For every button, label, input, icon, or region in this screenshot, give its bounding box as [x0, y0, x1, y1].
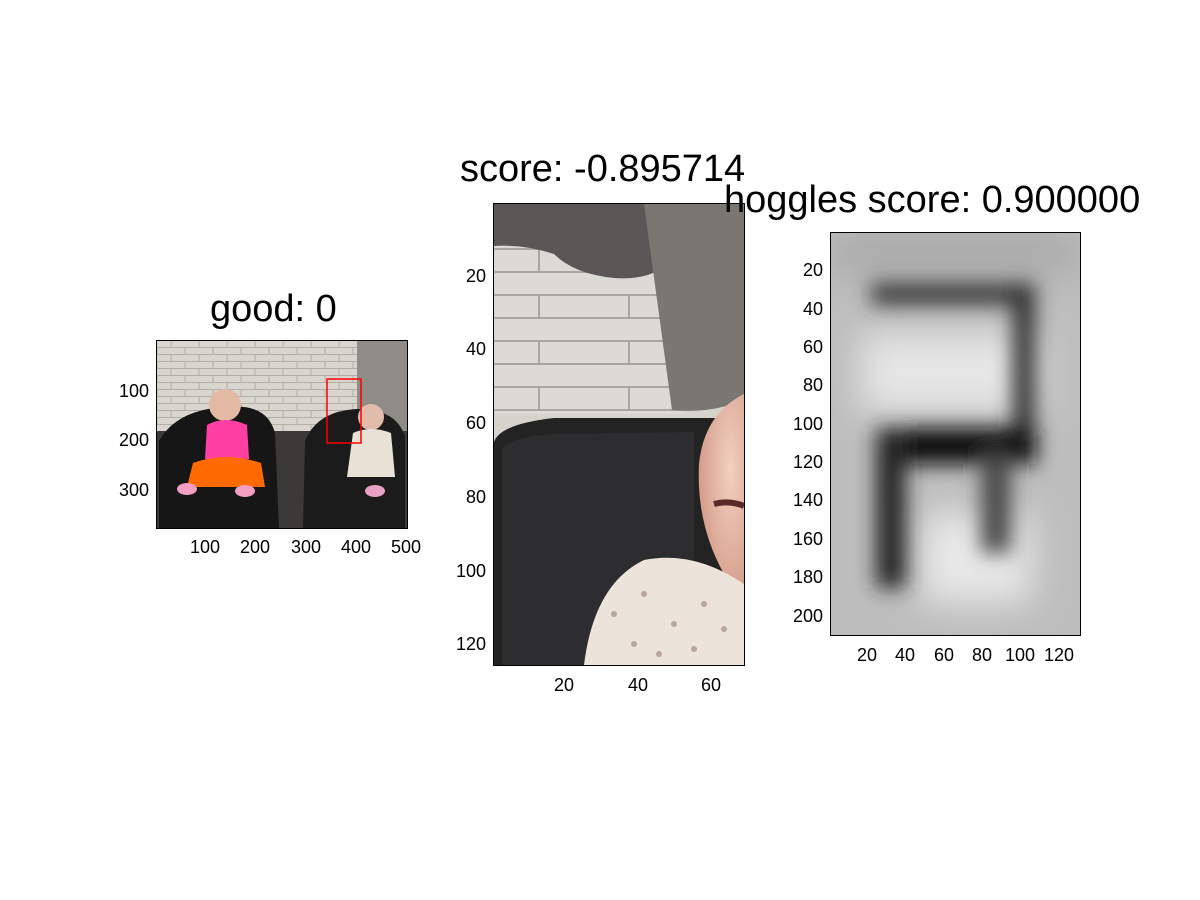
panel1-xtick: 200	[239, 537, 271, 557]
panel2-ytick: 40	[465, 339, 486, 359]
panel3-ytick: 20	[802, 260, 823, 280]
panel1-xtick: 100	[189, 537, 221, 557]
panel3-ytick: 80	[802, 375, 823, 395]
panel2-ytick: 80	[465, 487, 486, 507]
panel2-xtick: 20	[553, 675, 575, 695]
panel1-ytick: 100	[118, 381, 149, 401]
panel1-xtick: 500	[390, 537, 422, 557]
panel3-ytick: 160	[792, 529, 823, 549]
panel3-ytick: 100	[792, 414, 823, 434]
panel2-ytick: 20	[465, 266, 486, 286]
crop-photo	[494, 204, 744, 665]
panel3-ytick: 40	[802, 299, 823, 319]
panel1-image-axes	[156, 340, 408, 529]
panel2-ytick: 100	[455, 561, 486, 581]
panel1-ytick: 300	[118, 480, 149, 500]
panel3-xtick: 80	[971, 645, 993, 665]
panel3-title: hoggles score: 0.900000	[724, 179, 1141, 221]
panel3-image-axes	[830, 232, 1081, 636]
panel3-xtick: 40	[894, 645, 916, 665]
panel2-ytick: 60	[465, 413, 486, 433]
panel2-title: score: -0.895714	[460, 148, 746, 190]
panel3-ytick: 180	[792, 567, 823, 587]
panel3-ytick: 60	[802, 337, 823, 357]
toddlers-photo	[157, 341, 407, 528]
panel3-xtick: 120	[1043, 645, 1075, 665]
panel3-xtick: 20	[856, 645, 878, 665]
panel3-ytick: 140	[792, 490, 823, 510]
panel2-ytick: 120	[455, 634, 486, 654]
panel2-xtick: 40	[627, 675, 649, 695]
panel3-xtick: 60	[933, 645, 955, 665]
panel3-ytick: 200	[792, 606, 823, 626]
panel2-image-axes	[493, 203, 745, 666]
panel1-xtick: 400	[340, 537, 372, 557]
panel2-xtick: 60	[700, 675, 722, 695]
hoggles-visualization	[831, 233, 1080, 635]
detection-box	[326, 378, 362, 444]
panel1-xtick: 300	[290, 537, 322, 557]
panel3-ytick: 120	[792, 452, 823, 472]
panel3-xtick: 100	[1004, 645, 1036, 665]
panel1-title: good: 0	[210, 288, 337, 330]
panel1-ytick: 200	[118, 430, 149, 450]
